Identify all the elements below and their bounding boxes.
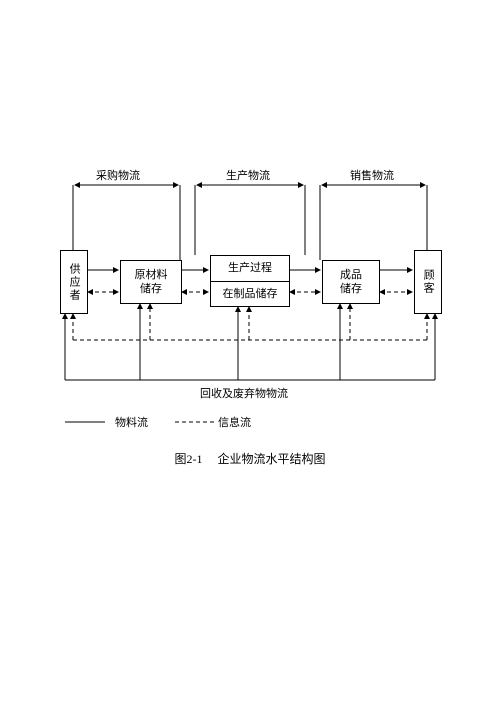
label-recycle: 回收及废弃物物流	[200, 385, 288, 401]
label-production: 生产物流	[226, 167, 270, 183]
node-raw-material: 原材料 储存	[120, 260, 182, 304]
node-supplier: 供应者	[60, 250, 88, 314]
node-process: 生产过程 在制品储存	[210, 255, 290, 307]
node-process-top: 生产过程	[211, 256, 289, 282]
logistics-diagram: 采购物流 生产物流 销售物流 供应者 原材料 储存 生产过程 在制品储存 成品 …	[60, 155, 440, 445]
node-finished: 成品 储存	[322, 260, 380, 304]
node-customer: 顾客	[414, 250, 442, 314]
caption-prefix: 图2-1	[174, 452, 202, 466]
figure-caption: 图2-1 企业物流水平结构图	[0, 450, 500, 467]
legend-material-text: 物料流	[115, 415, 148, 429]
legend-info-text: 信息流	[218, 415, 251, 429]
node-process-bottom: 在制品储存	[211, 282, 289, 307]
label-sales: 销售物流	[350, 167, 394, 183]
label-purchase: 采购物流	[96, 167, 140, 183]
caption-text: 企业物流水平结构图	[217, 452, 325, 466]
